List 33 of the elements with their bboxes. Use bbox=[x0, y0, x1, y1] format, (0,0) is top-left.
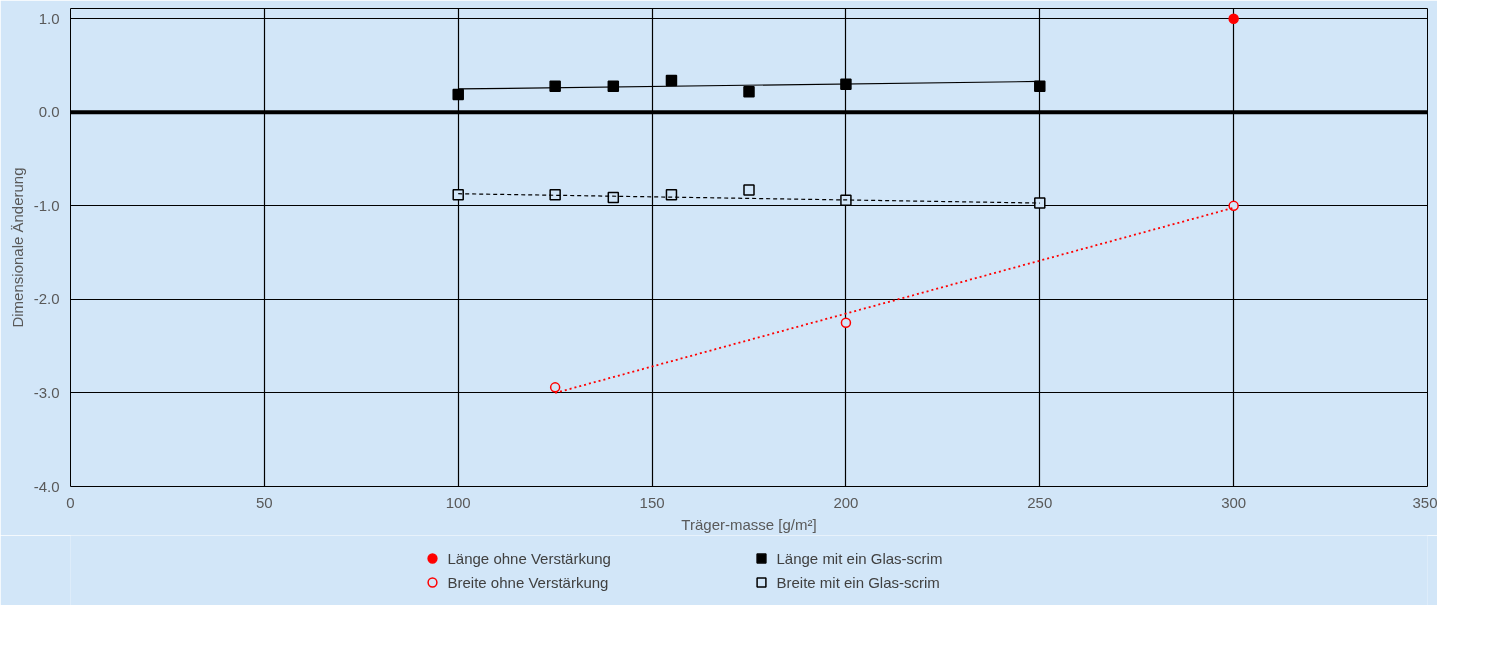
x-tick-label: 150 bbox=[639, 493, 665, 511]
point bbox=[743, 86, 755, 98]
x-tick-label: 200 bbox=[833, 493, 859, 511]
legend-label: Länge mit ein Glas-scrim bbox=[776, 549, 944, 567]
point bbox=[452, 88, 464, 101]
y-tick-label: 0.0 bbox=[38, 103, 60, 121]
x-tick-label: 0 bbox=[66, 493, 75, 511]
point bbox=[1228, 200, 1239, 212]
point bbox=[1034, 80, 1046, 92]
y-axis-title: Dimensionale Änderung bbox=[8, 167, 26, 328]
x-tick-label: 350 bbox=[1412, 493, 1438, 511]
y-tick-label: 1.0 bbox=[38, 9, 60, 27]
point bbox=[840, 317, 852, 329]
point bbox=[743, 184, 755, 196]
x-tick-label: 50 bbox=[256, 493, 273, 511]
x-tick-label: 100 bbox=[445, 493, 471, 511]
y-tick-label: -1.0 bbox=[33, 196, 60, 214]
point bbox=[452, 188, 464, 201]
x-tick-label: 250 bbox=[1027, 493, 1053, 511]
x-axis-title: Träger-masse [g/m²] bbox=[681, 515, 817, 533]
legend-label: Breite mit ein Glas-scrim bbox=[776, 573, 941, 591]
legend-label: Breite ohne Verstärkung bbox=[447, 573, 610, 591]
y-tick-label: -3.0 bbox=[33, 383, 60, 401]
point bbox=[549, 382, 561, 393]
point bbox=[1034, 197, 1046, 209]
legend-label: Länge ohne Verstärkung bbox=[447, 549, 612, 567]
point bbox=[549, 188, 561, 201]
y-tick-label: -4.0 bbox=[33, 477, 60, 495]
y-tick-label: -2.0 bbox=[33, 290, 60, 308]
point bbox=[549, 80, 561, 92]
x-tick-label: 300 bbox=[1221, 493, 1247, 511]
point bbox=[1228, 13, 1239, 25]
point bbox=[665, 74, 678, 87]
